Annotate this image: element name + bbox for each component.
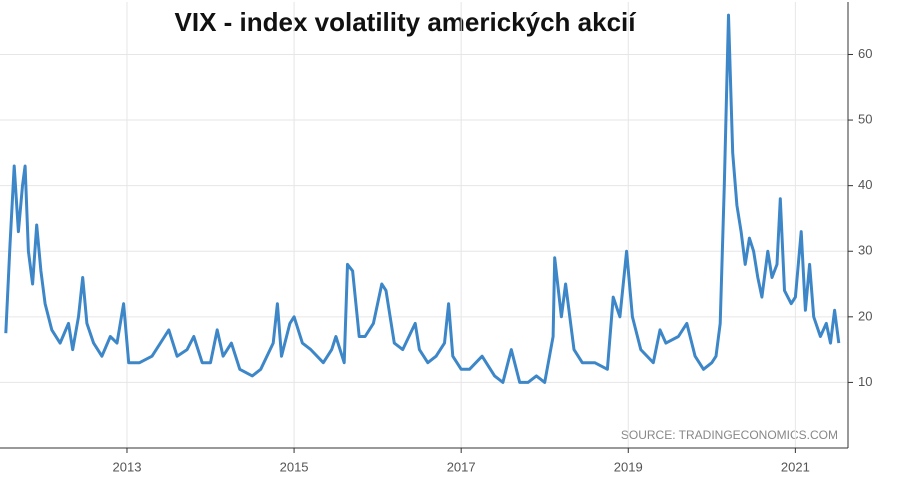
y-tick-label: 60 bbox=[858, 46, 872, 61]
x-tick-label: 2021 bbox=[781, 459, 810, 474]
y-tick-label: 50 bbox=[858, 111, 872, 126]
x-tick-label: 2013 bbox=[113, 459, 142, 474]
chart-title: VIX - index volatility amerických akcií bbox=[175, 7, 637, 37]
x-tick-label: 2019 bbox=[614, 459, 643, 474]
y-tick-label: 30 bbox=[858, 243, 872, 258]
data-line bbox=[4, 13, 841, 384]
y-tick-label: 40 bbox=[858, 177, 872, 192]
y-tick-label: 20 bbox=[858, 308, 872, 323]
x-tick-label: 2015 bbox=[280, 459, 309, 474]
x-tick-label: 2017 bbox=[447, 459, 476, 474]
y-tick-label: 10 bbox=[858, 374, 872, 389]
source: SOURCE: TRADINGECONOMICS.COM bbox=[621, 428, 838, 442]
